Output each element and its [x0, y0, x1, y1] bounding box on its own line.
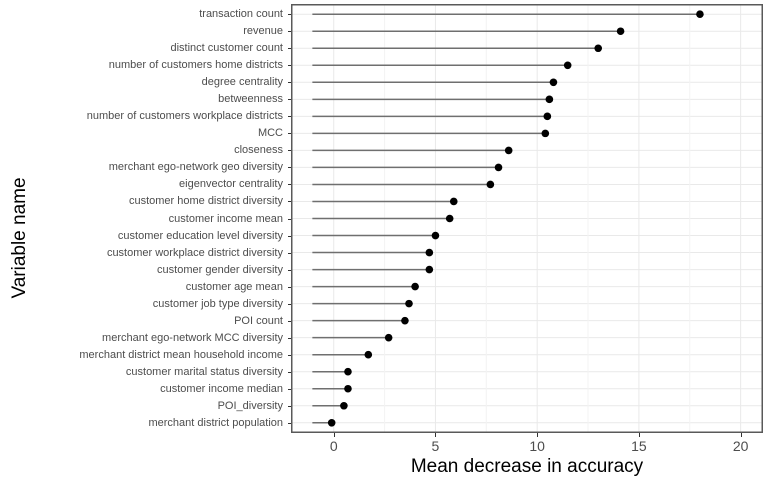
x-tick-mark [638, 433, 640, 437]
y-tick-mark [288, 354, 291, 356]
y-tick-label: merchant ego-network MCC diversity [102, 331, 283, 344]
y-tick-label: eigenvector centrality [179, 178, 283, 191]
y-tick-mark [288, 371, 291, 373]
x-tick-label: 0 [329, 438, 338, 454]
x-tick-label: 15 [631, 438, 647, 454]
y-tick-mark [288, 218, 291, 220]
data-point [545, 95, 554, 104]
x-tick-label: 20 [732, 438, 749, 454]
y-tick-label: revenue [243, 25, 283, 38]
y-tick-mark [288, 31, 291, 33]
y-tick-mark [288, 422, 291, 424]
y-tick-mark [288, 167, 291, 169]
data-point [411, 282, 419, 291]
data-point [364, 350, 373, 359]
data-point [696, 10, 704, 19]
y-tick-label: MCC [257, 127, 283, 140]
data-point [327, 418, 336, 427]
x-tick-mark [435, 433, 437, 437]
y-tick-label: customer age mean [185, 280, 283, 293]
y-tick-mark [288, 14, 291, 16]
y-tick-label: POI_diversity [217, 399, 283, 412]
data-point [541, 129, 550, 138]
y-tick-mark [288, 184, 291, 186]
y-tick-label: customer income mean [168, 212, 283, 225]
y-tick-label: closeness [234, 144, 283, 157]
y-tick-mark [288, 303, 291, 305]
y-tick-mark [288, 252, 291, 254]
data-point [445, 214, 454, 223]
y-tick-label: distinct customer count [170, 42, 284, 55]
y-tick-mark [288, 405, 291, 407]
data-point [340, 401, 348, 410]
y-tick-label: customer workplace district diversity [106, 246, 283, 259]
data-point [384, 333, 393, 342]
panel-border [291, 4, 763, 433]
y-tick-label: customer home district diversity [128, 195, 283, 208]
y-tick-mark [288, 65, 291, 67]
y-tick-mark [288, 116, 291, 118]
data-point [344, 367, 352, 376]
y-tick-label: merchant district mean household income [79, 348, 283, 361]
y-tick-mark [288, 99, 291, 101]
y-tick-mark [288, 320, 291, 322]
x-tick-mark [740, 433, 742, 437]
y-tick-label: merchant ego-network geo diversity [108, 161, 283, 174]
y-tick-mark [288, 269, 291, 271]
data-point [543, 112, 552, 121]
y-tick-label: number of customers workplace districts [86, 110, 283, 123]
data-point [425, 248, 434, 257]
data-point [594, 44, 603, 53]
data-point [449, 197, 458, 206]
y-tick-mark [288, 133, 291, 135]
data-point [405, 299, 413, 308]
y-tick-label: POI count [234, 314, 283, 327]
y-tick-mark [288, 82, 291, 84]
data-point [401, 316, 409, 325]
data-point [504, 146, 513, 155]
data-point [563, 61, 572, 70]
y-tick-mark [288, 337, 291, 339]
x-axis-title: Mean decrease in accuracy [410, 456, 644, 477]
data-point [549, 78, 558, 87]
y-tick-mark [288, 388, 291, 390]
x-tick-mark [333, 433, 335, 437]
y-tick-label: customer marital status diversity [125, 365, 283, 378]
y-tick-mark [288, 235, 291, 237]
data-point [616, 27, 625, 36]
y-tick-label: number of customers home districts [108, 59, 283, 72]
y-tick-mark [288, 201, 291, 203]
plot-panel [291, 4, 763, 433]
y-tick-mark [288, 48, 291, 50]
data-point [494, 163, 503, 172]
x-tick-label: 5 [431, 438, 440, 454]
y-tick-mark [288, 286, 291, 288]
y-tick-label: degree centrality [201, 76, 283, 89]
y-tick-label: customer gender diversity [157, 263, 283, 276]
data-point [431, 231, 440, 240]
x-tick-label: 10 [529, 438, 545, 454]
data-point [486, 180, 495, 189]
y-tick-label: customer income median [160, 382, 283, 395]
data-point [425, 265, 434, 274]
y-tick-label: merchant district population [148, 416, 283, 429]
y-tick-label: transaction count [199, 8, 283, 21]
data-point [344, 384, 352, 393]
y-tick-label: betweenness [218, 93, 283, 106]
y-tick-mark [288, 150, 291, 152]
x-tick-mark [537, 433, 539, 437]
y-tick-label: customer job type diversity [152, 297, 283, 310]
y-tick-label: customer education level diversity [117, 229, 283, 242]
